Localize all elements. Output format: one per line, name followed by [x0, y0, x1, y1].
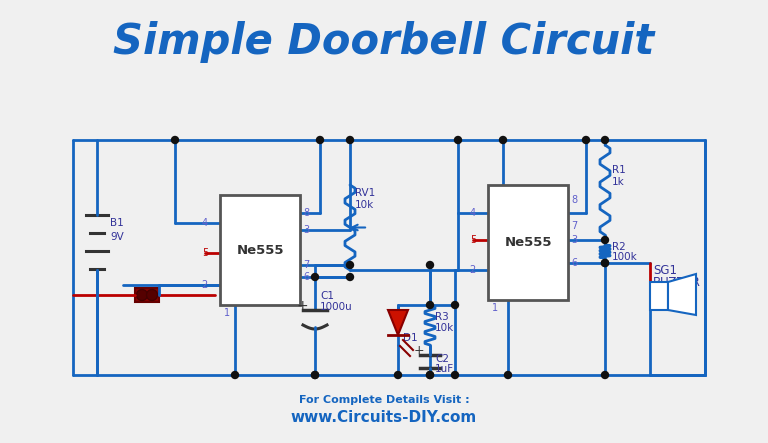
Text: 7: 7	[571, 221, 578, 231]
Bar	[650, 282, 668, 310]
Text: For Complete Details Visit :: For Complete Details Visit :	[299, 395, 469, 405]
Circle shape	[601, 260, 608, 267]
Text: 1: 1	[224, 308, 230, 318]
Bar	[488, 185, 568, 300]
Text: 1uF: 1uF	[435, 364, 454, 374]
Bar	[220, 195, 300, 305]
Circle shape	[137, 289, 147, 300]
Text: 8: 8	[303, 208, 310, 218]
Text: Ne555: Ne555	[505, 236, 551, 249]
Text: SG1: SG1	[653, 264, 677, 277]
Circle shape	[452, 302, 458, 308]
Circle shape	[312, 372, 319, 378]
Text: C1: C1	[320, 291, 334, 301]
Text: D1: D1	[403, 333, 418, 343]
Circle shape	[601, 136, 608, 144]
Text: R3: R3	[435, 312, 449, 322]
Text: B1: B1	[110, 218, 124, 228]
Text: Simple Doorbell Circuit: Simple Doorbell Circuit	[114, 21, 654, 63]
Text: 2: 2	[470, 265, 476, 275]
Text: Ne555: Ne555	[237, 244, 283, 256]
Text: R1: R1	[612, 165, 626, 175]
Text: 2: 2	[202, 280, 208, 290]
Circle shape	[601, 237, 608, 244]
Circle shape	[426, 261, 433, 268]
Circle shape	[346, 136, 353, 144]
Text: 5: 5	[202, 248, 208, 258]
Circle shape	[316, 136, 323, 144]
Text: 9V: 9V	[110, 232, 124, 242]
Circle shape	[601, 260, 608, 267]
Circle shape	[346, 261, 353, 268]
Circle shape	[499, 136, 507, 144]
Text: 3: 3	[571, 235, 577, 245]
Circle shape	[231, 372, 239, 378]
Text: 10k: 10k	[435, 323, 454, 333]
Text: +: +	[297, 299, 309, 313]
Polygon shape	[668, 274, 696, 315]
Text: 10k: 10k	[355, 200, 374, 210]
Text: R2: R2	[612, 241, 626, 252]
Circle shape	[312, 372, 319, 378]
Text: BUZZER: BUZZER	[653, 276, 701, 288]
Text: C2: C2	[435, 354, 449, 364]
Text: 8: 8	[571, 195, 577, 205]
Circle shape	[455, 136, 462, 144]
Circle shape	[147, 289, 157, 300]
Text: 5: 5	[470, 235, 476, 245]
Circle shape	[171, 136, 178, 144]
Text: 100k: 100k	[612, 252, 637, 261]
Text: RV1: RV1	[355, 188, 376, 198]
Text: 6: 6	[303, 272, 310, 282]
Circle shape	[426, 302, 433, 308]
Text: +: +	[414, 345, 425, 358]
Circle shape	[452, 372, 458, 378]
Text: 4: 4	[470, 208, 476, 218]
Text: 3: 3	[303, 225, 310, 235]
Circle shape	[395, 372, 402, 378]
Circle shape	[426, 372, 433, 378]
Text: 1k: 1k	[612, 177, 624, 187]
Circle shape	[312, 273, 319, 280]
Circle shape	[601, 372, 608, 378]
Text: 1000u: 1000u	[320, 302, 353, 312]
Circle shape	[505, 372, 511, 378]
Bar	[135, 288, 159, 302]
Circle shape	[346, 273, 353, 280]
Text: 4: 4	[202, 218, 208, 228]
Text: 1: 1	[492, 303, 498, 313]
Text: www.Circuits-DIY.com: www.Circuits-DIY.com	[291, 411, 477, 425]
Text: 6: 6	[571, 258, 577, 268]
Polygon shape	[388, 310, 408, 335]
Text: 7: 7	[303, 260, 310, 270]
Circle shape	[582, 136, 590, 144]
Circle shape	[426, 372, 433, 378]
